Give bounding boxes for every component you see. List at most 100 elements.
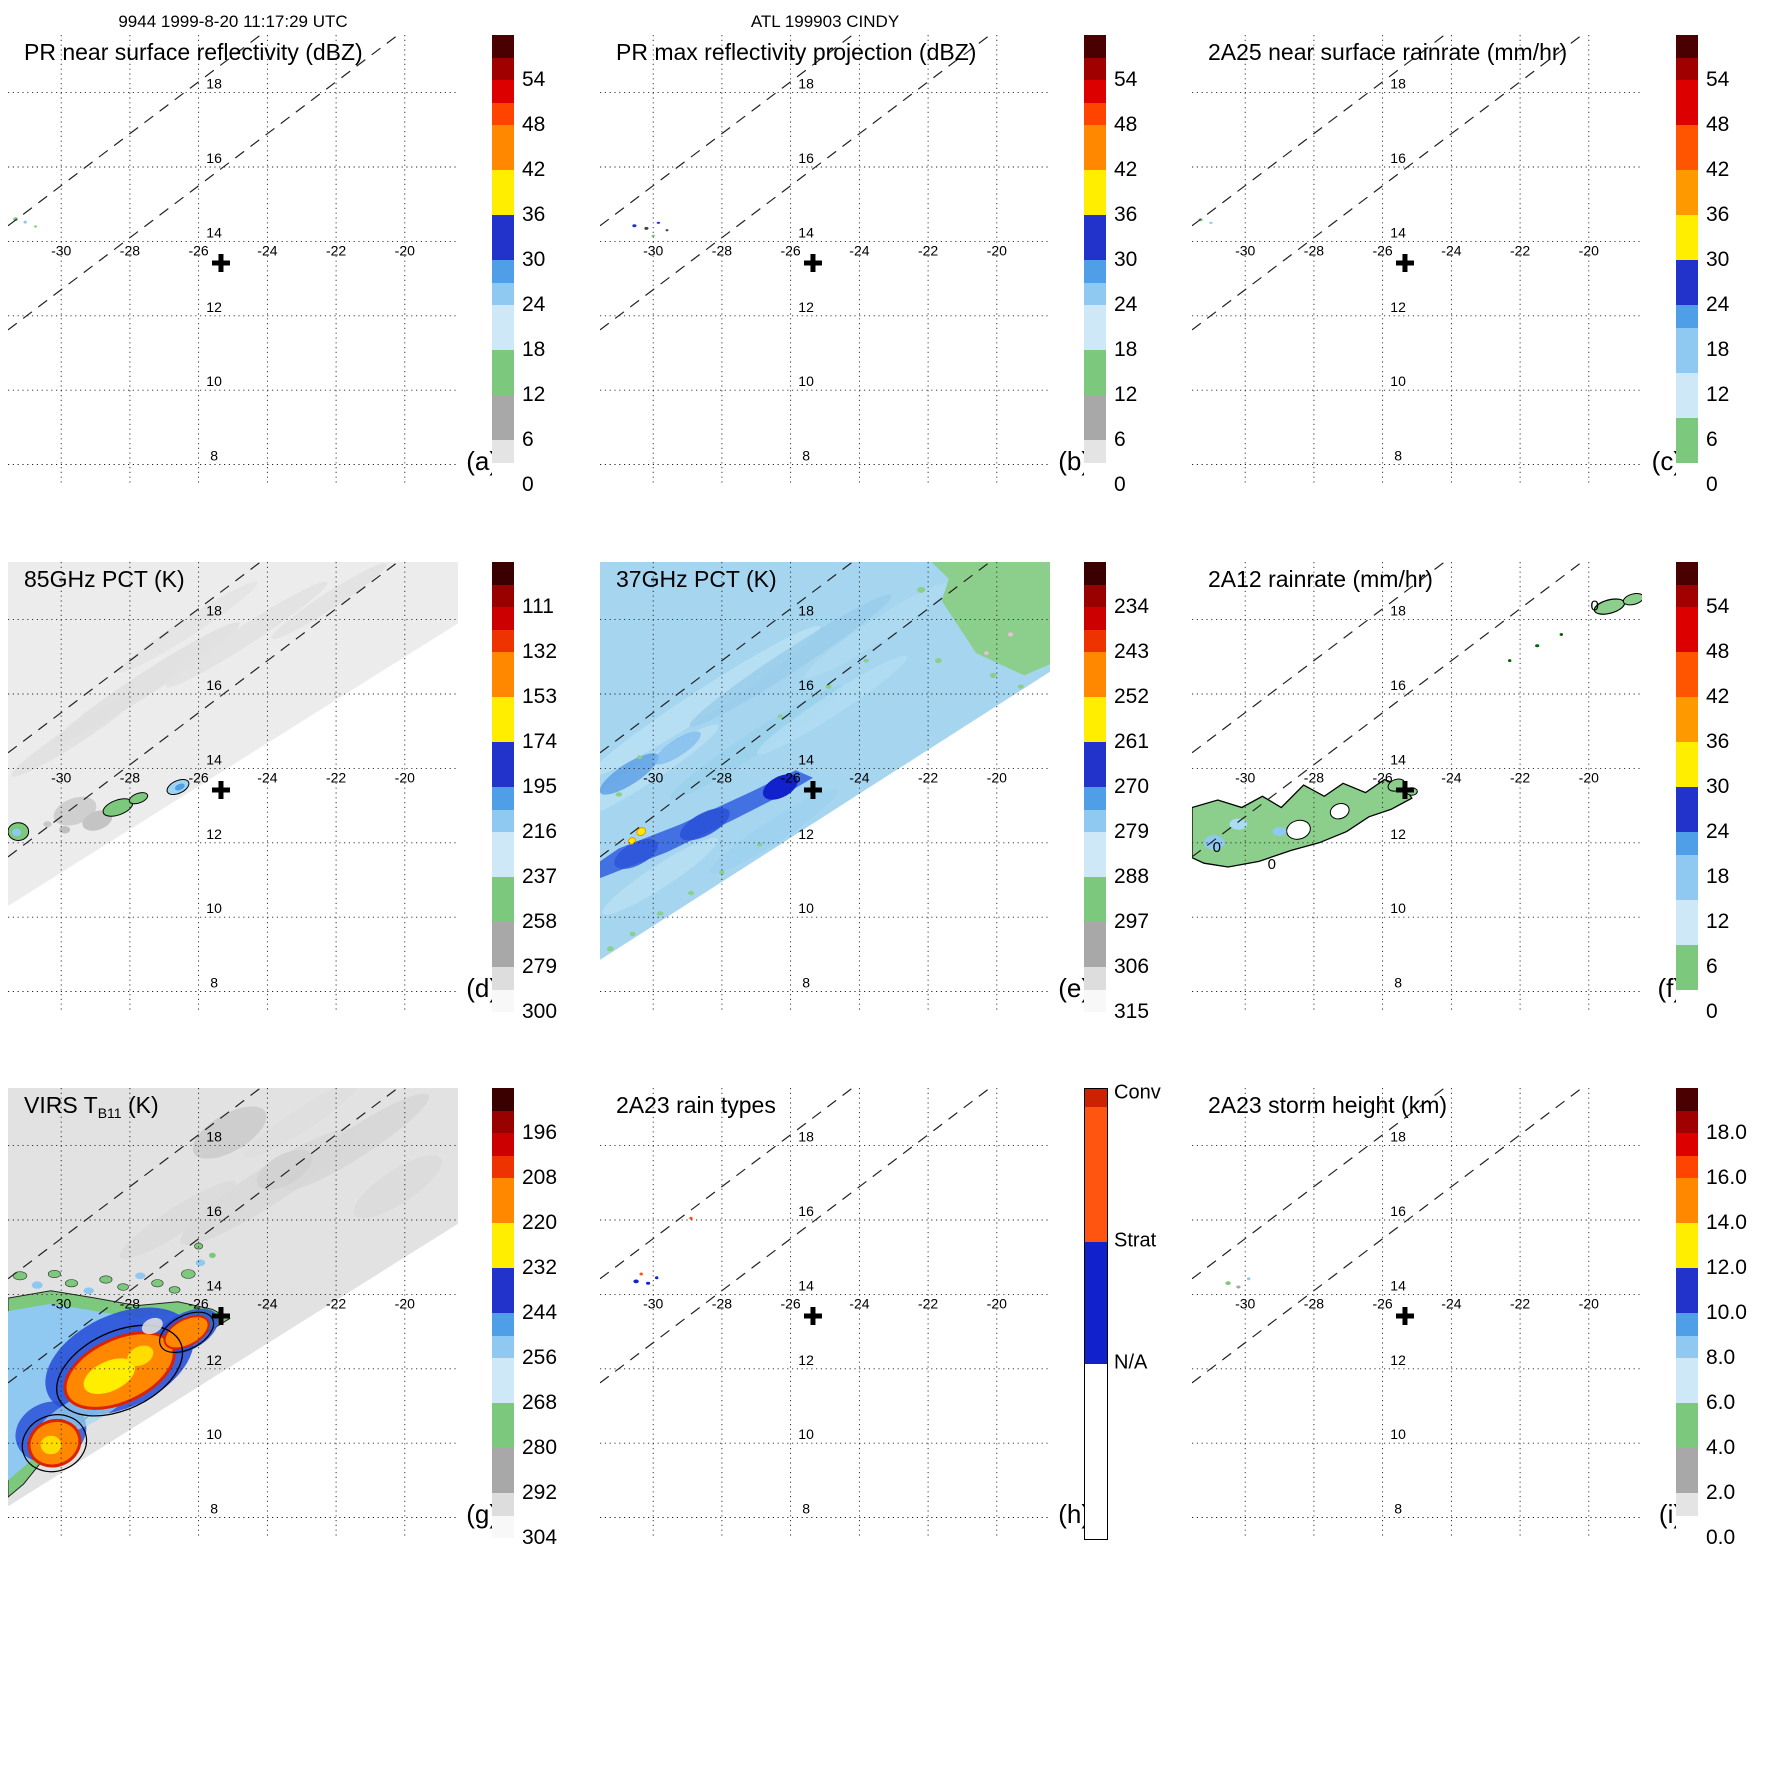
longitude-label: -24	[849, 243, 869, 259]
latitude-label: 12	[1390, 826, 1406, 842]
colorbar-tick-label: 261	[1114, 730, 1150, 753]
colorbar-segment	[1676, 562, 1698, 585]
map-feature	[127, 1345, 154, 1367]
latitude-label: 18	[1390, 603, 1406, 619]
storm-center-plus-marker	[1395, 253, 1414, 272]
colorbar-segment	[1676, 1178, 1698, 1223]
colorbar-segment	[492, 350, 514, 395]
latitude-label: 8	[1394, 1501, 1402, 1517]
longitude-label: -28	[1304, 1296, 1324, 1312]
colorbar-segment	[1084, 832, 1106, 877]
colorbar-segment	[1676, 652, 1698, 697]
colorbar-segment	[492, 922, 514, 967]
map-feature	[653, 731, 701, 765]
colorbar-tick-label: 297	[1114, 910, 1150, 933]
panel-title-text: VIRS T	[24, 1092, 98, 1118]
colorbar-segment	[492, 57, 514, 80]
colorbar-tick-label: 36	[1114, 203, 1138, 226]
map-f: 0 0 0 -30 -28 -26 -24 -22 -20 8 10 12 14 16 18	[1192, 562, 1642, 1012]
colorbar-segment	[492, 1313, 514, 1336]
latitude-label: 12	[798, 299, 814, 315]
colorbar-segment	[1084, 967, 1106, 990]
colorbar-segment	[492, 1110, 514, 1133]
colorbar-tick-label: 6	[1706, 955, 1718, 978]
map-feature	[119, 581, 258, 673]
panel-title-text: PR max reflectivity projection (dBZ)	[616, 39, 977, 65]
map-feature	[1559, 633, 1563, 636]
colorbar-tick-label: 0	[1706, 1000, 1718, 1023]
colorbar-segment	[492, 440, 514, 463]
colorbar-segment	[1676, 305, 1698, 328]
latitude-label: 8	[802, 975, 810, 991]
colorbar-segment	[492, 1358, 514, 1403]
colorbar-segment	[492, 215, 514, 260]
colorbar-tick-label: 292	[522, 1481, 558, 1504]
map-feature	[135, 1272, 146, 1280]
colorbar-segment	[1084, 305, 1106, 350]
colorbar-tick-label: 196	[522, 1121, 558, 1144]
map-feature	[600, 753, 659, 795]
map-feature	[646, 1281, 651, 1285]
colorbar-segment	[492, 1088, 514, 1111]
longitude-label: -26	[188, 1296, 208, 1312]
latitude-label: 12	[206, 826, 222, 842]
map-feature	[1247, 1277, 1251, 1281]
colorbar-h	[1084, 1088, 1108, 1540]
colorbar-tick-label: 208	[522, 1166, 558, 1189]
colorbar-segment	[1084, 652, 1106, 697]
colorbar-segment	[1084, 35, 1106, 58]
colorbar-segment	[1084, 584, 1106, 607]
colorbar-segment	[492, 395, 514, 440]
panel-title-text: 37GHz PCT (K)	[616, 566, 777, 592]
map-feature	[13, 217, 18, 222]
latitude-label: 10	[206, 373, 222, 389]
latitude-label: 18	[206, 76, 222, 92]
latitude-label: 8	[802, 1501, 810, 1517]
map-feature	[825, 684, 832, 689]
colorbar-segment	[492, 629, 514, 652]
colorbar-segment	[492, 652, 514, 697]
longitude-label: -22	[1510, 1296, 1530, 1312]
latitude-label: 18	[1390, 76, 1406, 92]
colorbar-a	[492, 35, 514, 485]
colorbar-segment	[492, 1155, 514, 1178]
panel-title-tail: (K)	[121, 1092, 159, 1118]
map-i: -30 -28 -26 -24 -22 -20 8 10 12 14 16 18	[1192, 1088, 1642, 1538]
panel-e: -30 -28 -26 -24 -22 -20 8 10 12 14 16 18 37GHz PCT (…	[600, 562, 1190, 1023]
map-feature	[1622, 593, 1642, 606]
swath-edge-dashed-line	[8, 1088, 399, 1384]
swath-edge-dashed-line	[8, 35, 261, 227]
colorbar-tick-label: 42	[522, 158, 546, 181]
latitude-label: 8	[210, 448, 218, 464]
colorbar-tick-label: 30	[522, 248, 546, 271]
longitude-label: -22	[326, 770, 346, 786]
map-feature	[665, 229, 669, 232]
colorbar-segment	[1084, 215, 1106, 260]
colorbar-segment	[1676, 854, 1698, 900]
map-feature	[917, 586, 926, 593]
colorbar-tick-label: 18	[1706, 338, 1730, 361]
storm-id: ATL 199903 CINDY	[750, 12, 900, 31]
latitude-label: 14	[798, 751, 814, 767]
colorbar-tick-label: 12	[1706, 910, 1730, 933]
map-feature	[128, 792, 149, 805]
latitude-label: 12	[206, 299, 222, 315]
latitude-label: 16	[798, 677, 814, 693]
swath-edge-dashed-line	[1192, 35, 1445, 227]
colorbar-segment	[1676, 215, 1698, 260]
map-feature	[47, 1270, 61, 1279]
colorbar-tick-label: 8.0	[1706, 1346, 1736, 1369]
map-imagery-h	[633, 1216, 693, 1285]
panel-title-c: 2A25 near surface rainrate (mm/hr)	[1208, 39, 1567, 66]
latitude-label: 16	[206, 1203, 222, 1219]
longitude-label: -22	[1510, 770, 1530, 786]
longitude-label: -28	[712, 243, 732, 259]
colorbar-segment	[492, 697, 514, 742]
map-feature	[633, 1279, 639, 1284]
colorbar-segment	[1085, 1089, 1107, 1107]
longitude-label: -30	[51, 770, 71, 786]
map-feature	[1508, 659, 1512, 663]
swath-edge-dashed-line	[600, 35, 991, 331]
longitude-label: -20	[1579, 243, 1599, 259]
storm-center-plus-marker	[1395, 780, 1414, 799]
